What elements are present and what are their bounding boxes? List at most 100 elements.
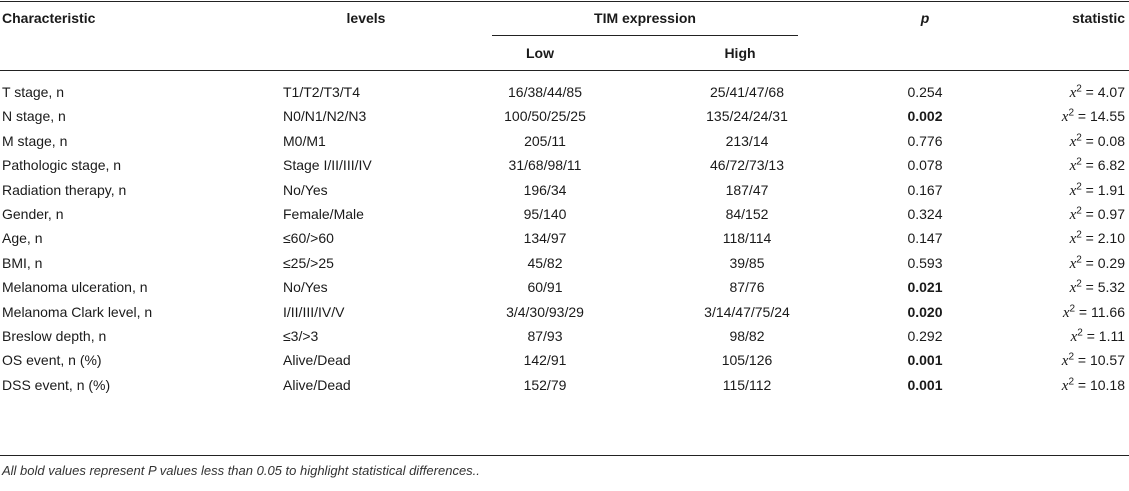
cell-high: 98/82 xyxy=(729,328,765,344)
cell-high: 105/126 xyxy=(721,352,773,369)
stat-exponent: 2 xyxy=(1076,83,1082,95)
stat-exponent: 2 xyxy=(1076,229,1082,241)
stat-value: = 0.08 xyxy=(1081,132,1125,149)
cell-characteristic: Melanoma ulceration, n xyxy=(2,279,148,296)
cell-high: 3/14/47/75/24 xyxy=(704,303,790,320)
cell-levels: I/II/III/IV/V xyxy=(283,303,345,320)
cell-levels: Alive/Dead xyxy=(283,352,351,369)
stat-exponent: 2 xyxy=(1076,254,1082,266)
stat-symbol: x xyxy=(1069,182,1077,199)
header-p: p xyxy=(920,10,930,26)
cell-characteristic: N stage, n xyxy=(2,108,66,125)
stat-symbol: x xyxy=(1061,377,1069,394)
cell-statistic: x2 = 0.97 xyxy=(1000,206,1125,224)
cell-levels: ≤60/>60 xyxy=(283,230,334,247)
cell-low: 100/50/25/25 xyxy=(504,108,586,125)
stat-exponent: 2 xyxy=(1077,327,1083,339)
table-row: Melanoma ulceration, n No/Yes 60/91 87/76 0.… xyxy=(0,275,1129,299)
stat-exponent: 2 xyxy=(1068,107,1074,119)
cell-characteristic: DSS event, n (%) xyxy=(2,376,111,393)
stat-exponent: 2 xyxy=(1069,302,1076,314)
cell-statistic: x2 = 5.32 xyxy=(1000,279,1125,297)
stat-symbol: x xyxy=(1069,280,1077,297)
stat-value: = 6.82 xyxy=(1081,157,1125,174)
cell-characteristic: Melanoma Clark level, n xyxy=(2,303,153,320)
stat-value: = 14.55 xyxy=(1074,108,1125,125)
cell-characteristic: M stage, n xyxy=(2,132,68,149)
cell-levels: Stage I/II/III/IV xyxy=(283,157,372,174)
table-row: T stage, n T1/T2/T3/T4 16/38/44/85 25/41/47… xyxy=(0,80,1129,104)
cell-characteristic: Gender, n xyxy=(2,206,64,222)
header-statistic: statistic xyxy=(1072,10,1125,26)
cell-high: 213/14 xyxy=(725,132,769,149)
cell-statistic: x2 = 14.55 xyxy=(1000,108,1125,126)
table-row: OS event, n (%) Alive/Dead 142/91 105/126 0.… xyxy=(0,348,1129,372)
table-row: Radiation therapy, n No/Yes 196/34 187/47 0.… xyxy=(0,178,1129,202)
cell-high: 25/41/47/68 xyxy=(710,84,784,100)
table-footnote: All bold values represent P values less … xyxy=(2,463,480,478)
stat-exponent: 2 xyxy=(1076,180,1082,192)
stat-exponent: 2 xyxy=(1076,205,1082,217)
cell-low: 152/79 xyxy=(523,376,567,393)
stat-value: = 1.91 xyxy=(1081,181,1125,198)
stat-symbol: x xyxy=(1061,109,1069,126)
stat-symbol: x xyxy=(1069,133,1077,150)
cell-levels: M0/M1 xyxy=(283,132,326,149)
header-characteristic: Characteristic xyxy=(2,10,96,26)
cell-high: 39/85 xyxy=(729,254,765,271)
tim-expression-underline xyxy=(492,35,798,36)
cell-low: 142/91 xyxy=(523,352,567,369)
cell-levels: Female/Male xyxy=(283,206,364,222)
cell-levels: N0/N1/N2/N3 xyxy=(283,108,367,125)
cell-p-value: 0.078 xyxy=(907,157,943,174)
header-levels: levels xyxy=(346,10,386,26)
cell-p-value: 0.147 xyxy=(907,230,943,247)
cell-characteristic: Breslow depth, n xyxy=(2,328,107,344)
stat-value: = 11.66 xyxy=(1075,303,1125,320)
cell-p-value: 0.167 xyxy=(907,181,943,198)
cell-low: 196/34 xyxy=(523,181,567,198)
table-top-rule xyxy=(0,1,1129,2)
stat-exponent: 2 xyxy=(1076,278,1082,290)
table-row: Breslow depth, n ≤3/>3 87/93 98/82 0.292 x2 =… xyxy=(0,324,1129,348)
cell-p-value: 0.002 xyxy=(907,108,943,125)
cell-characteristic: OS event, n (%) xyxy=(2,352,102,369)
stat-value: = 5.32 xyxy=(1081,279,1125,296)
stat-value: = 0.97 xyxy=(1081,206,1125,222)
cell-levels: ≤25/>25 xyxy=(283,254,334,271)
stat-value: = 0.29 xyxy=(1081,254,1125,271)
table-row: BMI, n ≤25/>25 45/82 39/85 0.593 x2 = 0.29 xyxy=(0,251,1129,275)
cell-levels: ≤3/>3 xyxy=(283,328,319,344)
stat-symbol: x xyxy=(1061,353,1069,370)
cell-characteristic: Pathologic stage, n xyxy=(2,157,122,174)
stat-value: = 10.18 xyxy=(1074,376,1125,393)
cell-low: 16/38/44/85 xyxy=(508,84,582,100)
stat-exponent: 2 xyxy=(1068,351,1074,363)
table-row: Age, n ≤60/>60 134/97 118/114 0.147 x2 = 2.10 xyxy=(0,226,1129,250)
cell-high: 118/114 xyxy=(722,230,772,247)
stat-symbol: x xyxy=(1069,255,1077,272)
cell-high: 84/152 xyxy=(725,206,769,222)
cell-levels: No/Yes xyxy=(283,279,328,296)
header-low: Low xyxy=(526,45,554,61)
cell-statistic: x2 = 1.91 xyxy=(1000,180,1125,200)
stat-symbol: x xyxy=(1069,85,1077,101)
cell-p-value: 0.020 xyxy=(907,303,943,320)
table-row: N stage, n N0/N1/N2/N3 100/50/25/25 135/24/… xyxy=(0,104,1129,128)
header-bottom-rule xyxy=(0,70,1129,71)
stat-value: = 10.57 xyxy=(1074,352,1125,369)
table-row: Gender, n Female/Male 95/140 84/152 0.324 x2 … xyxy=(0,202,1129,226)
stat-exponent: 2 xyxy=(1076,132,1082,144)
cell-low: 3/4/30/93/29 xyxy=(506,303,584,320)
cell-levels: T1/T2/T3/T4 xyxy=(283,84,361,100)
cell-low: 95/140 xyxy=(523,206,567,222)
header-high: High xyxy=(724,45,756,61)
stat-symbol: x xyxy=(1069,231,1077,248)
cell-characteristic: Radiation therapy, n xyxy=(2,181,127,198)
cell-statistic: x2 = 10.18 xyxy=(1000,377,1125,395)
cell-low: 45/82 xyxy=(527,254,563,271)
table-bottom-rule xyxy=(0,455,1129,456)
stat-symbol: x xyxy=(1062,304,1070,321)
cell-p-value: 0.292 xyxy=(907,328,943,344)
cell-statistic: x2 = 0.29 xyxy=(1000,255,1125,273)
